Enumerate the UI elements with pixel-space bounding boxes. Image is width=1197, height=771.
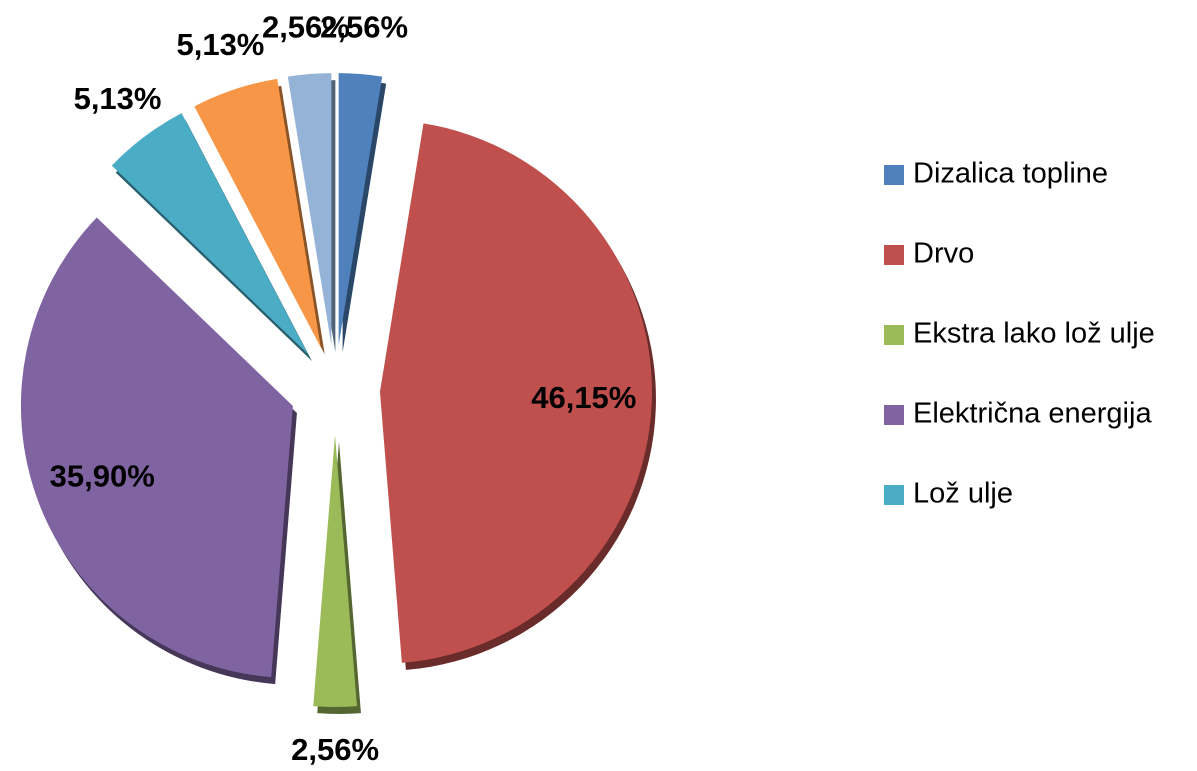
legend-label: Električna energija [913,398,1152,430]
slice [111,113,308,355]
legend-label: Dizalica topline [913,158,1108,190]
legend-swatch [884,325,904,345]
data-label: 5,13% [176,27,264,62]
legend-swatch [884,245,904,265]
data-label: 5,13% [74,81,162,116]
legend-swatch [884,165,904,185]
data-label: 2,56% [262,9,350,44]
slice [287,73,332,346]
slice [379,123,652,663]
slice [194,78,321,348]
slice [313,435,357,707]
data-label: 46,15% [531,380,636,415]
data-label: 35,90% [50,459,155,494]
legend-label: Drvo [913,238,974,270]
data-label: 2,56% [291,732,379,767]
slice [20,217,293,678]
legend-label: Lož ulje [913,478,1013,510]
data-label: 2,56% [320,9,408,44]
legend-swatch [884,405,904,425]
legend-swatch [884,485,904,505]
legend-label: Ekstra lako lož ulje [913,318,1155,350]
slice [338,73,383,346]
